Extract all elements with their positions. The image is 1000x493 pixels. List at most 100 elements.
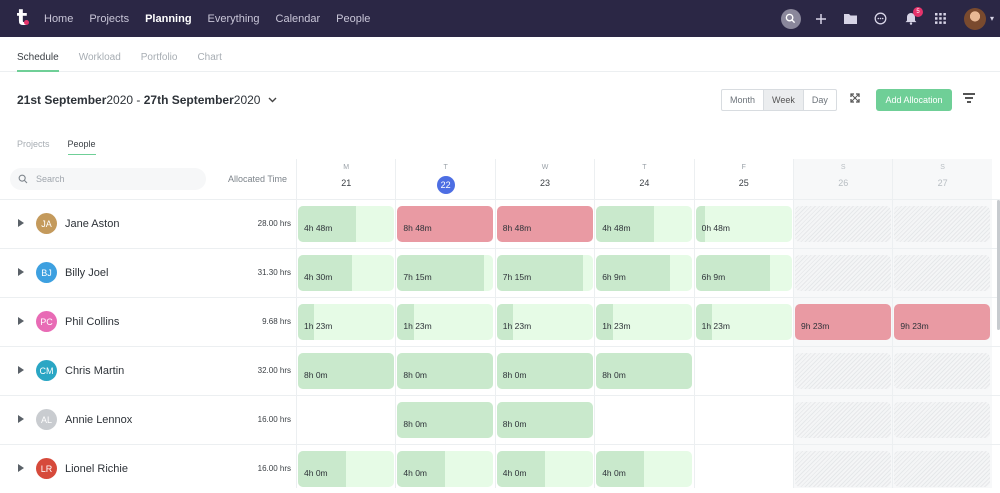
column-divider (693, 199, 695, 488)
nav-link-home[interactable]: Home (44, 12, 74, 25)
expand-row-icon[interactable] (18, 219, 24, 227)
avatar: PC (36, 311, 57, 332)
group-by-tabs: Projects People (17, 139, 114, 155)
allocation-cell[interactable]: 1h 23m (397, 304, 494, 340)
vertical-scrollbar[interactable] (997, 200, 1000, 330)
allocation-cell[interactable]: 7h 15m (496, 255, 593, 291)
expand-row-icon[interactable] (18, 366, 24, 374)
chat-icon[interactable] (866, 0, 896, 37)
allocation-cell[interactable]: 1h 23m (298, 304, 394, 340)
allocation-cell[interactable]: 8h 0m (397, 402, 494, 438)
apps-grid-icon[interactable] (926, 0, 956, 37)
allocation-cell[interactable]: 8h 0m (596, 353, 693, 389)
allocation-cell[interactable] (894, 206, 991, 242)
group-tab-projects[interactable]: Projects (17, 139, 50, 149)
allocation-cell[interactable]: 8h 0m (496, 402, 593, 438)
allocation-cell[interactable] (894, 353, 991, 389)
day-of-week: W (541, 164, 549, 171)
allocation-cell[interactable]: 8h 0m (397, 353, 494, 389)
person-name[interactable]: Annie Lennox (65, 414, 133, 426)
allocated-hours: 16.00 hrs (257, 464, 291, 473)
add-allocation-button[interactable]: Add Allocation (876, 89, 952, 111)
person-row: LR Lionel Richie 16.00 hrs 4h 0m 4h 0m 4h 0m 4… (0, 444, 1000, 493)
allocation-cell[interactable]: 8h 48m (496, 206, 593, 242)
view-month-button[interactable]: Month (722, 90, 765, 110)
allocation-cell[interactable]: 6h 9m (695, 255, 792, 291)
allocation-label: 1h 23m (602, 321, 631, 331)
person-row: PC Phil Collins 9.68 hrs 1h 23m 1h 23m 1h 23m… (0, 297, 1000, 346)
allocation-label: 1h 23m (403, 321, 432, 331)
allocation-cell[interactable]: 4h 0m (496, 451, 593, 487)
tab-schedule[interactable]: Schedule (17, 37, 59, 72)
allocation-fill (695, 255, 770, 291)
app-logo[interactable]: t (0, 0, 44, 37)
group-tab-people[interactable]: People (67, 139, 96, 155)
day-number: 24 (639, 178, 650, 188)
nav-link-calendar[interactable]: Calendar (275, 12, 321, 25)
expand-row-icon[interactable] (18, 268, 24, 276)
allocation-cell[interactable]: 8h 48m (397, 206, 494, 242)
allocation-cell[interactable]: 4h 30m (298, 255, 394, 291)
allocation-cell[interactable]: 1h 23m (596, 304, 693, 340)
allocation-cell[interactable] (795, 255, 891, 291)
allocation-fill (298, 206, 356, 242)
day-of-week: F (741, 164, 746, 171)
allocation-cell[interactable] (795, 353, 891, 389)
people-search (10, 168, 206, 190)
day-header: T 22 (395, 159, 494, 199)
nav-link-projects[interactable]: Projects (89, 12, 130, 25)
expand-icon[interactable] (850, 93, 860, 106)
tab-chart[interactable]: Chart (197, 52, 222, 63)
allocation-cell[interactable]: 9h 23m (795, 304, 891, 340)
allocation-label: 8h 0m (502, 370, 527, 380)
search-input[interactable] (36, 174, 186, 184)
nav-link-planning[interactable]: Planning (145, 12, 192, 25)
tab-workload[interactable]: Workload (78, 52, 121, 63)
allocation-cell[interactable] (795, 206, 891, 242)
allocation-cell[interactable] (894, 451, 991, 487)
notifications-button[interactable]: 5 (896, 0, 926, 37)
avatar: JA (36, 213, 57, 234)
allocation-cell[interactable]: 4h 0m (298, 451, 394, 487)
allocation-cell[interactable] (795, 451, 891, 487)
day-number: 26 (838, 178, 849, 188)
folder-icon[interactable] (836, 0, 866, 37)
allocation-cell[interactable]: 4h 0m (397, 451, 494, 487)
user-avatar[interactable] (963, 7, 986, 30)
filter-icon[interactable] (963, 93, 975, 105)
expand-row-icon[interactable] (18, 317, 24, 325)
allocation-cell[interactable]: 4h 48m (298, 206, 394, 242)
person-name[interactable]: Jane Aston (65, 218, 120, 230)
allocation-cell[interactable]: 4h 0m (596, 451, 693, 487)
expand-row-icon[interactable] (18, 415, 24, 423)
global-search-button[interactable] (776, 0, 806, 37)
tab-portfolio[interactable]: Portfolio (140, 52, 178, 63)
allocation-cell[interactable] (894, 402, 991, 438)
person-name[interactable]: Billy Joel (65, 267, 109, 279)
chevron-down-icon[interactable]: ▾ (989, 14, 994, 23)
add-icon[interactable] (806, 0, 836, 37)
allocation-cell[interactable]: 6h 9m (596, 255, 693, 291)
person-name[interactable]: Phil Collins (65, 316, 120, 328)
allocation-cell[interactable]: 7h 15m (397, 255, 494, 291)
allocation-cell[interactable]: 8h 0m (298, 353, 394, 389)
expand-row-icon[interactable] (18, 464, 24, 472)
allocation-cell[interactable]: 0h 48m (695, 206, 792, 242)
allocation-fill (596, 304, 613, 340)
allocation-cell[interactable]: 4h 48m (596, 206, 693, 242)
allocation-cell[interactable] (894, 255, 991, 291)
allocation-cell[interactable]: 1h 23m (695, 304, 792, 340)
allocation-cell[interactable]: 8h 0m (496, 353, 593, 389)
person-name[interactable]: Lionel Richie (65, 463, 128, 475)
allocation-cell[interactable] (795, 402, 891, 438)
person-name[interactable]: Chris Martin (65, 365, 125, 377)
allocation-fill (397, 451, 446, 487)
view-week-button[interactable]: Week (764, 90, 804, 110)
allocation-cell[interactable]: 9h 23m (894, 304, 991, 340)
allocation-fill (397, 255, 484, 291)
allocation-cell[interactable]: 1h 23m (496, 304, 593, 340)
nav-link-people[interactable]: People (336, 12, 371, 25)
view-day-button[interactable]: Day (811, 95, 828, 105)
nav-link-everything[interactable]: Everything (207, 12, 260, 25)
date-range-selector[interactable]: 21st September 2020 - 27th September 202… (17, 93, 277, 107)
